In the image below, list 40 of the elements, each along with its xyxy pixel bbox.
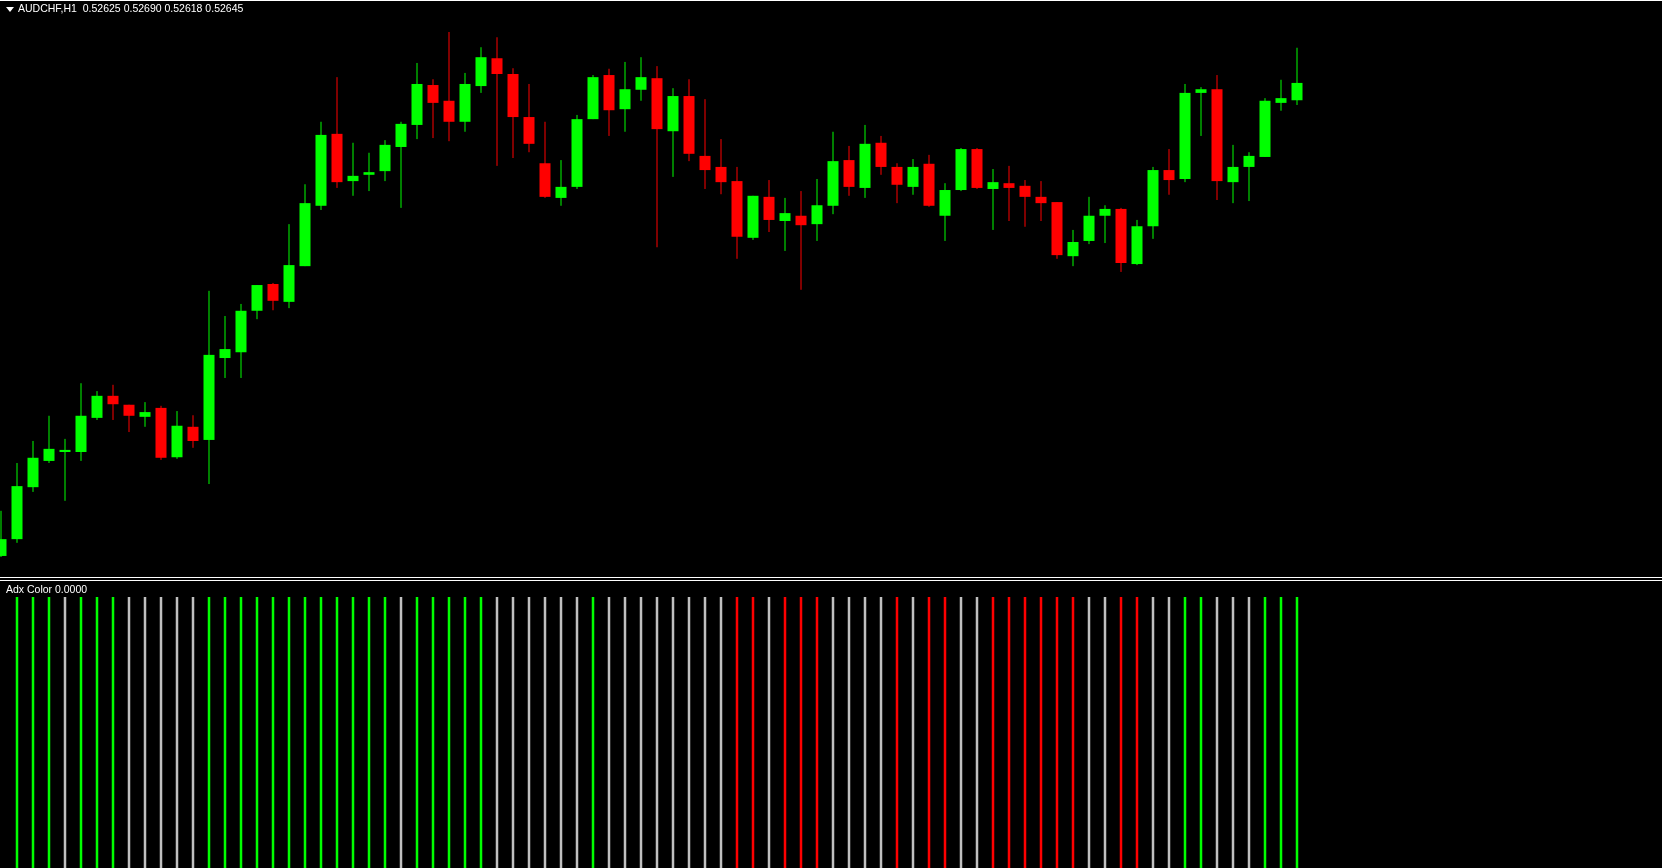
- candlestick: [219, 315, 231, 379]
- candlestick: [43, 415, 55, 464]
- candlestick: [123, 404, 135, 433]
- candlestick: [1275, 79, 1287, 112]
- candlestick: [187, 414, 199, 449]
- candlestick: [395, 121, 407, 209]
- candlestick: [1099, 204, 1111, 244]
- candlestick: [763, 179, 775, 233]
- candlestick: [91, 390, 103, 421]
- candlestick: [1227, 144, 1239, 204]
- candlestick: [619, 61, 631, 133]
- candlestick: [1195, 86, 1207, 137]
- candlestick: [779, 197, 791, 252]
- candlestick: [347, 142, 359, 197]
- candlestick: [1003, 165, 1015, 222]
- candlestick: [59, 438, 71, 502]
- candlestick: [891, 162, 903, 204]
- candlestick: [1067, 229, 1079, 267]
- candlestick: [1019, 179, 1031, 228]
- candlestick: [635, 56, 647, 102]
- candlestick: [491, 36, 503, 167]
- candlestick: [715, 138, 727, 195]
- chart-title: AUDCHF,H1 0.52625 0.52690 0.52618 0.52645: [18, 2, 244, 14]
- candlestick: [1291, 47, 1303, 106]
- candlestick: [555, 159, 567, 207]
- candlestick: [699, 98, 711, 190]
- candlestick: [139, 401, 151, 428]
- candlestick: [363, 152, 375, 192]
- candlestick: [1243, 151, 1255, 202]
- chart-title: Adx Color 0.0000: [6, 583, 88, 595]
- candlestick: [267, 282, 279, 311]
- candlestick: [795, 190, 807, 291]
- candlestick: [107, 384, 119, 421]
- candlestick: [811, 178, 823, 242]
- candlestick: [427, 78, 439, 139]
- candlestick: [987, 168, 999, 231]
- candlestick: [1163, 148, 1175, 196]
- candlestick: [907, 158, 919, 196]
- candlestick: [443, 31, 455, 142]
- candlestick: [1035, 180, 1047, 222]
